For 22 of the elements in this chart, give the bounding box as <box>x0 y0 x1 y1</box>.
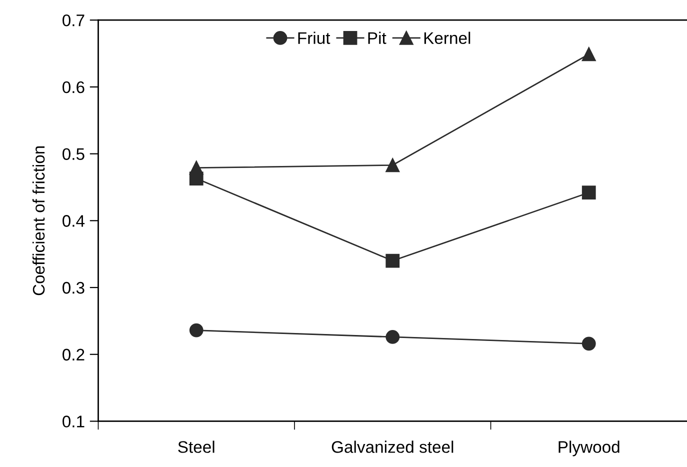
y-tick-label: 0.4 <box>62 215 85 227</box>
point <box>189 160 204 175</box>
legend-label: Pit <box>368 32 386 44</box>
x-tick-label: Galvanized steel <box>332 440 454 453</box>
y-tick-label: 0.1 <box>62 416 84 428</box>
x-tick-label: Plywood <box>558 440 620 456</box>
point <box>189 323 204 338</box>
point <box>582 47 596 62</box>
point <box>386 330 400 344</box>
point <box>582 186 596 200</box>
point <box>386 158 400 172</box>
point <box>386 254 400 268</box>
y-axis-title: Coefficient of friction <box>32 146 45 296</box>
y-tick-label: 0.7 <box>62 14 84 26</box>
legend-label: Friut <box>298 32 330 44</box>
y-tick-label: 0.5 <box>62 148 84 160</box>
y-tick-label: 0.3 <box>62 282 84 294</box>
point <box>582 336 596 351</box>
y-tick-label: 0.2 <box>62 348 84 361</box>
x-tick-label: Steel <box>178 440 214 453</box>
legend-label: Kernel <box>424 32 470 44</box>
y-tick-label: 0.6 <box>62 81 84 94</box>
